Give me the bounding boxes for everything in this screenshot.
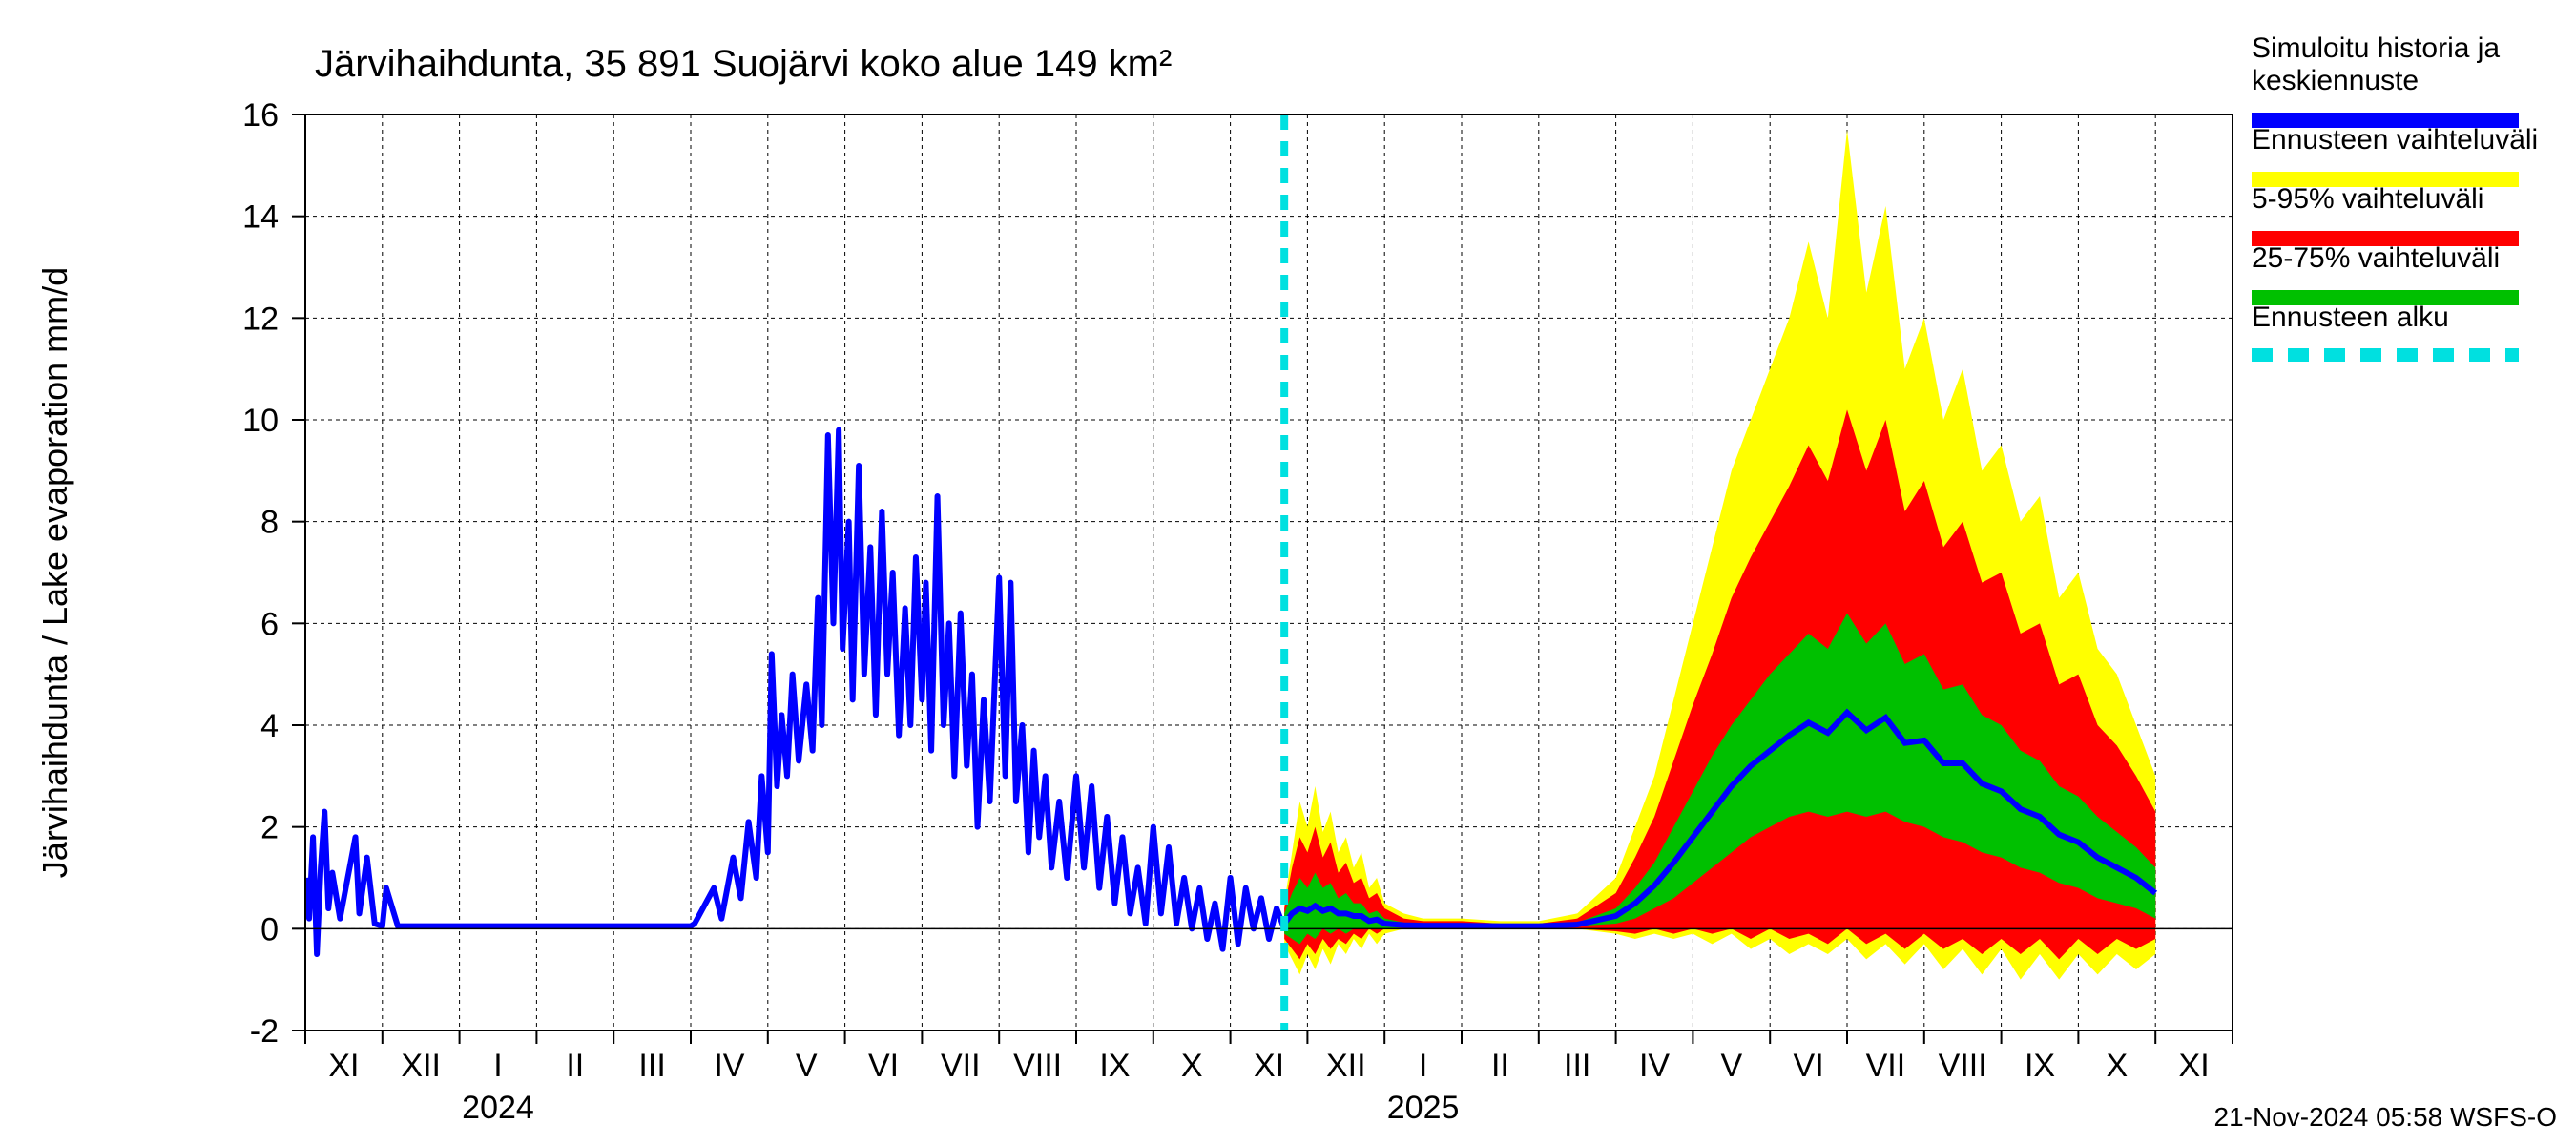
- chart-container: -20246810121416XIXIIIIIIIIIVVVIVIIVIIIIX…: [0, 0, 2576, 1145]
- chart-svg: -20246810121416XIXIIIIIIIIIVVVIVIIVIIIIX…: [0, 0, 2576, 1145]
- y-tick-label: 0: [260, 911, 279, 947]
- y-tick-label: 10: [242, 403, 279, 439]
- x-tick-label: XI: [1254, 1048, 1284, 1084]
- legend-label: keskiennuste: [2252, 65, 2419, 96]
- x-tick-label: II: [1491, 1048, 1509, 1084]
- x-tick-label: I: [493, 1048, 502, 1084]
- x-tick-label: XII: [401, 1048, 441, 1084]
- x-tick-label: VII: [941, 1048, 981, 1084]
- x-tick-label: I: [1419, 1048, 1427, 1084]
- x-tick-label: II: [566, 1048, 584, 1084]
- x-tick-label: XII: [1326, 1048, 1366, 1084]
- legend-label: 25-75% vaihteluväli: [2252, 242, 2500, 274]
- y-tick-label: -2: [250, 1013, 279, 1050]
- y-tick-label: 2: [260, 810, 279, 846]
- x-tick-label: III: [1564, 1048, 1590, 1084]
- x-tick-label: VIII: [1939, 1048, 1987, 1084]
- band-5-95: [1284, 409, 2155, 959]
- x-year-label: 2024: [462, 1090, 534, 1126]
- x-tick-label: XI: [328, 1048, 359, 1084]
- x-tick-label: IV: [714, 1048, 744, 1084]
- x-tick-label: XI: [2179, 1048, 2210, 1084]
- y-tick-label: 6: [260, 606, 279, 642]
- y-tick-label: 14: [242, 199, 279, 236]
- y-tick-label: 12: [242, 301, 279, 337]
- legend-label: Ennusteen alku: [2252, 302, 2449, 333]
- legend-label: Simuloitu historia ja: [2252, 32, 2500, 64]
- y-axis-label: Järvihaihdunta / Lake evaporation mm/d: [35, 267, 74, 878]
- x-tick-label: VI: [1794, 1048, 1824, 1084]
- x-tick-label: IV: [1639, 1048, 1670, 1084]
- x-tick-label: IX: [2025, 1048, 2055, 1084]
- x-tick-label: VIII: [1013, 1048, 1062, 1084]
- x-tick-label: X: [1181, 1048, 1203, 1084]
- legend-label: 5-95% vaihteluväli: [2252, 183, 2483, 215]
- x-tick-label: V: [1720, 1048, 1742, 1084]
- forecast-bands: [1284, 130, 2155, 980]
- history-line: [305, 430, 1284, 954]
- y-tick-label: 4: [260, 708, 279, 744]
- legend-label: Ennusteen vaihteluväli: [2252, 124, 2538, 156]
- y-tick-label: 16: [242, 97, 279, 134]
- x-tick-label: III: [638, 1048, 665, 1084]
- x-tick-label: VI: [868, 1048, 899, 1084]
- chart-title: Järvihaihdunta, 35 891 Suojärvi koko alu…: [315, 43, 1172, 85]
- x-year-label: 2025: [1387, 1090, 1460, 1126]
- timestamp-label: 21-Nov-2024 05:58 WSFS-O: [2214, 1102, 2558, 1132]
- x-tick-label: V: [796, 1048, 818, 1084]
- y-tick-label: 8: [260, 505, 279, 541]
- x-tick-label: IX: [1099, 1048, 1130, 1084]
- x-tick-label: VII: [1866, 1048, 1906, 1084]
- x-tick-label: X: [2106, 1048, 2128, 1084]
